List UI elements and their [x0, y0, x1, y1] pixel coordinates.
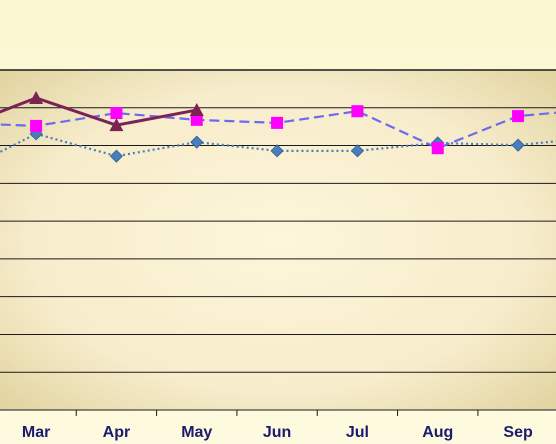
square-marker	[351, 105, 364, 118]
diamond-marker	[109, 149, 123, 163]
square-marker	[110, 107, 123, 120]
x-tick-label: Jul	[346, 424, 369, 441]
x-tick-label: Sep	[503, 424, 533, 441]
square-marker	[30, 119, 43, 132]
square-marker	[190, 113, 203, 126]
diamond-marker	[190, 135, 204, 149]
x-tick-label: Jun	[263, 424, 291, 441]
series-line	[0, 96, 198, 127]
square-marker	[512, 110, 525, 123]
diamond-marker	[270, 144, 284, 158]
x-tick-label: May	[181, 424, 212, 441]
diamond-marker	[350, 144, 364, 158]
triangle-marker	[29, 90, 44, 104]
x-tick-label: Aug	[422, 424, 453, 441]
x-tick-label: Apr	[103, 424, 131, 441]
triangle-marker	[109, 118, 124, 132]
square-marker	[271, 116, 284, 129]
diamond-marker	[511, 138, 525, 152]
triangle-marker	[189, 103, 204, 117]
x-tick-label: Mar	[22, 424, 50, 441]
square-marker	[431, 142, 444, 155]
